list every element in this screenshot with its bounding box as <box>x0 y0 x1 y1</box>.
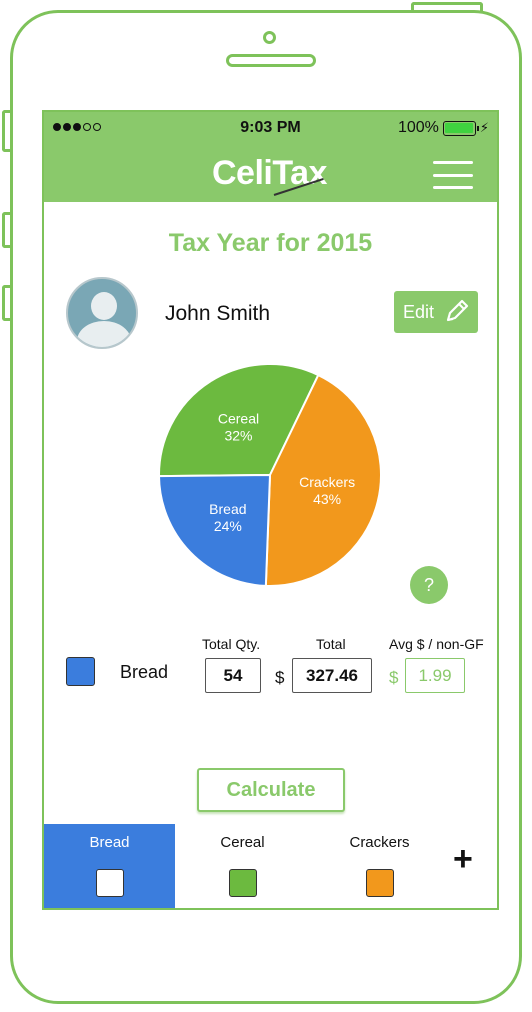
volume-up-button <box>2 212 10 248</box>
tab-cereal-swatch <box>228 869 257 897</box>
pie-percent-crackers: 43% <box>313 491 341 507</box>
total-label: Total <box>316 636 346 652</box>
app-screen: 9:03 PM 100% ⚡ CeliTax Tax Year for 2015… <box>42 110 499 910</box>
camera-icon <box>263 31 276 44</box>
tab-bread-swatch <box>95 869 124 897</box>
tab-crackers-swatch <box>365 869 394 897</box>
pie-label-crackers: Crackers <box>299 474 355 490</box>
battery-icon <box>442 120 479 136</box>
battery-indicator: 100% ⚡ <box>398 119 489 137</box>
person-icon-body <box>77 321 131 347</box>
app-logo: CeliTax <box>212 154 327 192</box>
pie-slice-bread[interactable] <box>157 473 272 586</box>
category-tab-bar: Bread Cereal Crackers <box>44 824 497 908</box>
pie-percent-bread: 24% <box>214 518 242 534</box>
signal-strength-icon <box>53 123 101 131</box>
tab-bread[interactable]: Bread <box>44 824 175 908</box>
battery-percent: 100% <box>397 119 439 136</box>
pie-percent-cereal: 32% <box>224 427 252 443</box>
charging-bolt-icon: ⚡ <box>479 120 489 135</box>
total-currency-symbol: $ <box>275 668 285 687</box>
menu-icon[interactable] <box>433 161 473 189</box>
pie-label-cereal: Cereal <box>218 410 259 426</box>
tab-crackers-label: Crackers <box>349 834 410 851</box>
calculate-button[interactable]: Calculate <box>197 768 345 812</box>
volume-down-button <box>2 285 10 321</box>
page-title: Tax Year for 2015 <box>168 229 373 257</box>
total-qty-label: Total Qty. <box>202 636 261 652</box>
total-amount-field[interactable]: 327.46 <box>292 658 372 693</box>
avg-currency-symbol: $ <box>389 668 399 687</box>
tab-cereal-label: Cereal <box>220 834 265 851</box>
pie-label-bread: Bread <box>209 501 246 517</box>
pencil-icon <box>446 299 469 322</box>
pie-slice-crackers[interactable] <box>264 373 382 586</box>
add-category-button[interactable]: + <box>453 840 473 878</box>
person-icon-head <box>91 292 117 320</box>
mute-switch <box>2 110 10 152</box>
selected-category-color <box>66 657 95 686</box>
tab-bread-label: Bread <box>89 834 130 851</box>
avg-price-label: Avg $ / non-GF <box>389 636 484 652</box>
avatar <box>66 277 138 349</box>
total-qty-field[interactable]: 54 <box>205 658 261 693</box>
edit-button-label: Edit <box>403 301 435 322</box>
speaker-grille <box>226 54 316 67</box>
power-button <box>411 2 483 13</box>
selected-category-name: Bread <box>120 662 169 682</box>
tab-cereal[interactable]: Cereal <box>177 824 308 908</box>
help-button[interactable]: ? <box>410 566 448 604</box>
nav-bar: CeliTax <box>44 144 497 202</box>
status-time: 9:03 PM <box>240 119 301 136</box>
pie-slice-cereal[interactable] <box>158 364 320 478</box>
avg-price-field[interactable]: 1.99 <box>405 658 465 693</box>
status-bar: 9:03 PM 100% ⚡ <box>44 112 497 144</box>
tab-crackers[interactable]: Crackers <box>314 824 445 908</box>
user-name: John Smith <box>165 302 271 325</box>
edit-button[interactable]: Edit <box>394 291 478 333</box>
